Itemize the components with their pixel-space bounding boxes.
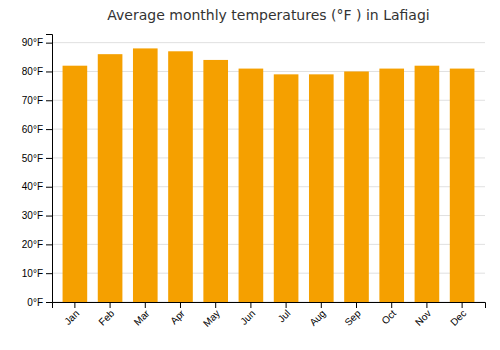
x-tick-mark: [215, 302, 216, 308]
x-axis: Jan Feb Mar Apr May Jun Jul Aug Sep Oct Nov Dec: [53, 302, 486, 329]
x-tick: May: [201, 302, 222, 329]
x-tick-mark: [250, 302, 251, 308]
y-tick-label: 40°F: [22, 181, 43, 192]
y-tick-mark: [46, 302, 52, 303]
x-tick: Aug: [307, 302, 327, 328]
y-tick-label: 20°F: [22, 239, 43, 250]
bar: [344, 71, 369, 302]
y-tick-label: 0°F: [27, 297, 43, 308]
x-tick-mark: [391, 302, 392, 308]
bar: [168, 51, 193, 302]
y-tick: 70°F: [22, 95, 52, 106]
x-tick-label: Sep: [343, 307, 364, 328]
y-tick: 40°F: [22, 181, 52, 192]
x-tick-label: Aug: [307, 308, 327, 328]
bar: [133, 48, 158, 302]
y-tick: 80°F: [22, 66, 52, 77]
y-tick-mark: [46, 158, 52, 159]
chart: 0°F 10°F 20°F 30°F 40°F 50°F 60°F 70°F 80°F 90°F J…: [0, 0, 500, 350]
y-tick-label: 10°F: [22, 268, 43, 279]
x-tick: Jun: [238, 302, 257, 327]
y-tick-mark: [46, 244, 52, 245]
x-tick: Dec: [448, 302, 468, 328]
title: Average monthly temperatures (°F ) in La…: [107, 7, 429, 23]
x-tick-label: Oct: [379, 308, 398, 327]
x-tick-label: Apr: [168, 307, 187, 326]
y-tick: 30°F: [22, 210, 52, 221]
y-tick-label: 60°F: [22, 124, 43, 135]
y-tick-mark: [46, 129, 52, 130]
x-tick-label: Nov: [413, 308, 433, 328]
y-tick: 0°F: [27, 297, 52, 308]
y-tick-mark: [46, 216, 52, 217]
bar: [239, 69, 264, 302]
y-tick-mark: [46, 71, 52, 72]
x-tick: Sep: [343, 302, 364, 328]
grid-line: [52, 42, 485, 43]
chart-container: 0°F 10°F 20°F 30°F 40°F 50°F 60°F 70°F 80°F 90°F J…: [0, 0, 500, 350]
x-tick: Jan: [62, 302, 81, 327]
bar: [379, 69, 404, 302]
x-tick-label: Jan: [62, 308, 81, 327]
x-tick-mark: [356, 302, 357, 308]
y-tick: 10°F: [22, 268, 52, 279]
y-tick: 90°F: [22, 37, 52, 48]
bar: [274, 74, 299, 302]
x-tick: Jul: [276, 302, 293, 324]
x-tick-label: Feb: [96, 307, 116, 327]
x-tick-label: Jun: [238, 308, 257, 327]
bar: [203, 60, 228, 302]
y-tick-mark: [46, 273, 52, 274]
x-tick-mark: [145, 302, 146, 308]
y-tick: 50°F: [22, 153, 52, 164]
x-tick: Oct: [379, 302, 398, 326]
x-tick-mark: [321, 302, 322, 308]
x-tick-label: Mar: [132, 307, 152, 327]
x-tick-label: May: [201, 308, 222, 329]
y-tick: 20°F: [22, 239, 52, 250]
bar: [63, 66, 88, 302]
x-tick-mark: [426, 302, 427, 308]
bar: [309, 74, 334, 302]
x-tick-label: Jul: [276, 308, 293, 325]
bars: [63, 48, 475, 302]
y-tick-mark: [46, 100, 52, 101]
x-tick-mark: [462, 302, 463, 308]
x-tick: Mar: [132, 302, 152, 328]
bar: [98, 54, 123, 302]
x-tick-mark: [110, 302, 111, 308]
x-axis-line: [53, 303, 486, 309]
y-tick-mark: [46, 43, 52, 44]
y-tick-label: 80°F: [22, 66, 43, 77]
x-tick: Nov: [413, 302, 433, 328]
y-tick-label: 90°F: [22, 37, 43, 48]
bar: [415, 66, 440, 302]
bar: [450, 69, 475, 302]
x-tick: Apr: [168, 302, 187, 326]
x-tick-mark: [180, 302, 181, 308]
x-tick: Feb: [96, 302, 116, 328]
y-axis-line: [46, 35, 53, 303]
x-tick-label: Dec: [448, 308, 468, 328]
y-tick: 60°F: [22, 124, 52, 135]
grid: [52, 43, 485, 302]
y-axis: 0°F 10°F 20°F 30°F 40°F 50°F 60°F 70°F 80°F 90°F: [22, 35, 53, 308]
y-tick-mark: [46, 187, 52, 188]
x-tick-mark: [286, 302, 287, 308]
y-tick-label: 50°F: [22, 153, 43, 164]
y-tick-label: 70°F: [22, 95, 43, 106]
x-tick-mark: [74, 302, 75, 308]
y-tick-label: 30°F: [22, 210, 43, 221]
